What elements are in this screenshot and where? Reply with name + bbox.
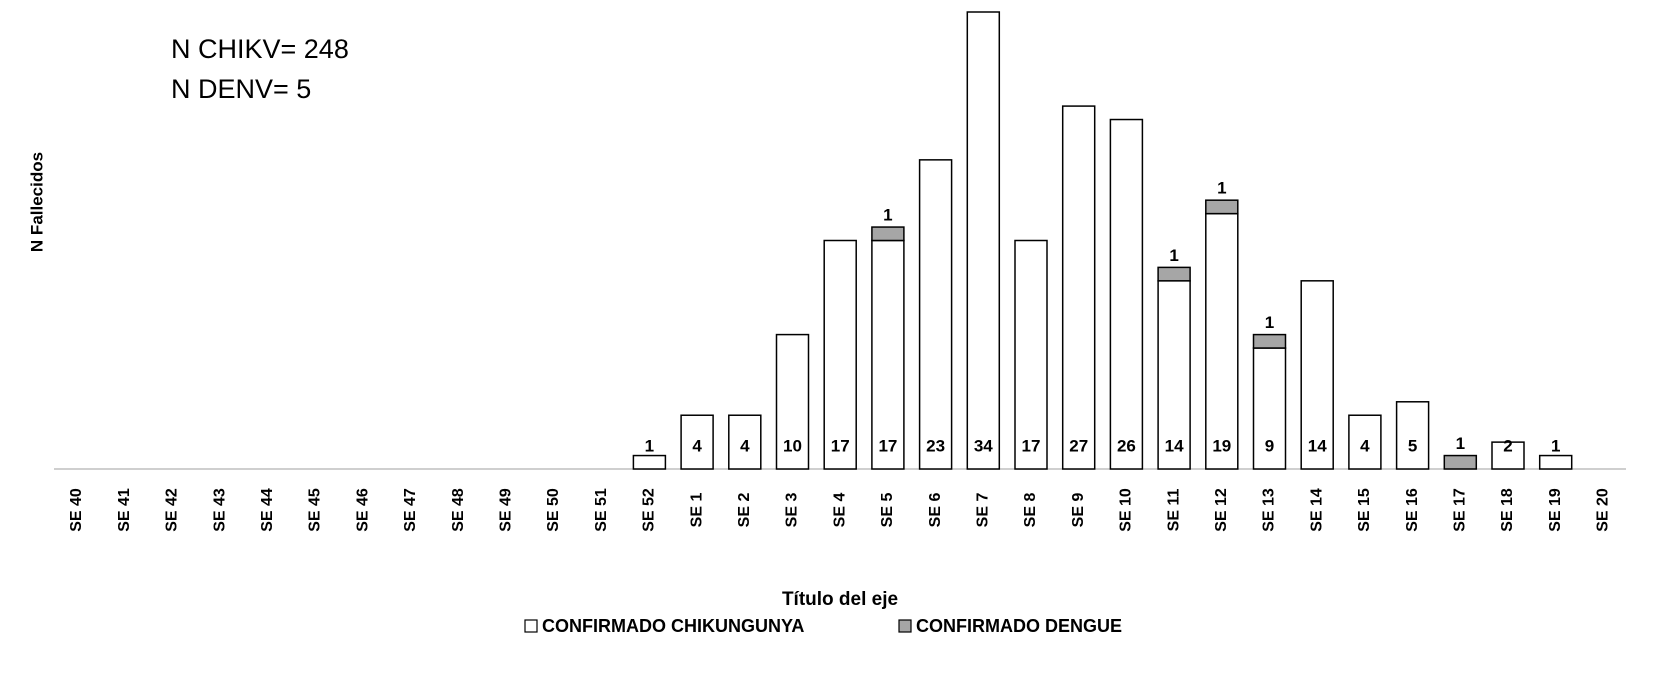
data-label: 4 xyxy=(692,436,702,455)
data-label: 19 xyxy=(1212,436,1231,455)
x-tick-label: SE 52 xyxy=(641,488,658,532)
bar xyxy=(966,11,1001,470)
x-tick-label: SE 17 xyxy=(1452,488,1469,532)
bar xyxy=(680,414,714,470)
data-label: 2 xyxy=(1503,436,1512,455)
x-tick-label: SE 40 xyxy=(68,488,85,532)
bar xyxy=(1157,266,1191,282)
data-label: 4 xyxy=(740,436,750,455)
data-label: 14 xyxy=(1308,436,1327,455)
x-tick-label: SE 14 xyxy=(1308,488,1325,532)
x-tick-label: SE 12 xyxy=(1213,488,1230,532)
x-tick-label: SE 18 xyxy=(1499,488,1516,532)
x-tick-label: SE 44 xyxy=(259,488,276,532)
bar xyxy=(1109,118,1144,470)
data-label: 1 xyxy=(1169,246,1178,265)
data-label: 34 xyxy=(974,436,993,455)
x-tick-label: SE 3 xyxy=(784,493,801,528)
bar xyxy=(632,454,667,470)
x-tick-label: SE 7 xyxy=(975,493,992,528)
bar xyxy=(1252,347,1287,470)
annotation: N CHIKV= 248 xyxy=(171,34,349,64)
legend-label: CONFIRMADO DENGUE xyxy=(916,616,1122,636)
x-tick-label: SE 5 xyxy=(879,493,896,528)
data-label: 9 xyxy=(1265,436,1274,455)
x-tick-label: SE 48 xyxy=(450,488,467,532)
x-tick-label: SE 41 xyxy=(116,488,133,532)
data-label: 10 xyxy=(783,436,802,455)
x-tick-label: SE 42 xyxy=(164,488,181,532)
data-label: 1 xyxy=(883,206,892,225)
bar xyxy=(871,239,905,470)
bar xyxy=(1205,199,1239,215)
bar xyxy=(1395,401,1430,470)
x-tick-label: SE 9 xyxy=(1070,493,1087,528)
x-tick-label: SE 50 xyxy=(545,488,562,532)
bar xyxy=(728,414,762,470)
data-label: 26 xyxy=(1117,436,1136,455)
x-tick-label: SE 10 xyxy=(1118,488,1135,532)
data-label: 5 xyxy=(1408,436,1417,455)
bar xyxy=(1061,105,1096,470)
bar xyxy=(775,333,810,470)
bar xyxy=(1157,280,1191,470)
legend-label: CONFIRMADO CHIKUNGUNYA xyxy=(542,616,804,636)
data-label: 17 xyxy=(831,436,850,455)
data-label: 1 xyxy=(1265,313,1274,332)
annotation: N DENV= 5 xyxy=(171,74,311,104)
x-axis-label: Título del eje xyxy=(782,589,898,610)
x-tick-label: SE 11 xyxy=(1165,489,1182,532)
data-label: 17 xyxy=(1022,436,1041,455)
data-label: 1 xyxy=(1217,179,1226,198)
bar xyxy=(1538,454,1573,470)
data-label: 4 xyxy=(1360,436,1370,455)
data-label: 23 xyxy=(926,436,945,455)
data-label: 1 xyxy=(1456,434,1465,453)
legend-swatch xyxy=(898,619,912,633)
x-tick-label: SE 16 xyxy=(1404,488,1421,532)
bar xyxy=(823,239,857,470)
bar xyxy=(1443,454,1478,470)
bar xyxy=(1348,414,1382,470)
data-label: 27 xyxy=(1069,436,1088,455)
bar xyxy=(918,159,953,470)
data-label: 14 xyxy=(1165,436,1184,455)
bar xyxy=(1205,212,1239,470)
x-tick-label: SE 13 xyxy=(1261,488,1278,532)
x-tick-label: SE 15 xyxy=(1356,488,1373,532)
data-label: 17 xyxy=(878,436,897,455)
x-tick-label: SE 46 xyxy=(354,488,371,532)
x-tick-label: SE 51 xyxy=(593,488,610,532)
x-tick-label: SE 8 xyxy=(1022,493,1039,528)
x-tick-label: SE 1 xyxy=(688,493,705,528)
bar xyxy=(1014,239,1048,470)
data-label: 1 xyxy=(1551,436,1560,455)
bar xyxy=(1252,333,1287,349)
bar xyxy=(1300,280,1334,470)
x-tick-label: SE 2 xyxy=(736,493,753,528)
bar xyxy=(871,226,905,242)
legend-swatch xyxy=(524,619,538,633)
data-label: 1 xyxy=(645,436,654,455)
y-axis-label: N Fallecidos xyxy=(27,152,46,252)
x-tick-label: SE 47 xyxy=(402,488,419,532)
x-tick-label: SE 20 xyxy=(1595,488,1612,532)
x-tick-label: SE 49 xyxy=(498,488,515,532)
x-tick-label: SE 6 xyxy=(927,493,944,528)
x-tick-label: SE 45 xyxy=(307,488,324,532)
x-tick-label: SE 19 xyxy=(1547,488,1564,532)
bar xyxy=(1491,441,1525,470)
x-tick-label: SE 4 xyxy=(831,493,848,528)
x-tick-label: SE 43 xyxy=(211,488,228,532)
